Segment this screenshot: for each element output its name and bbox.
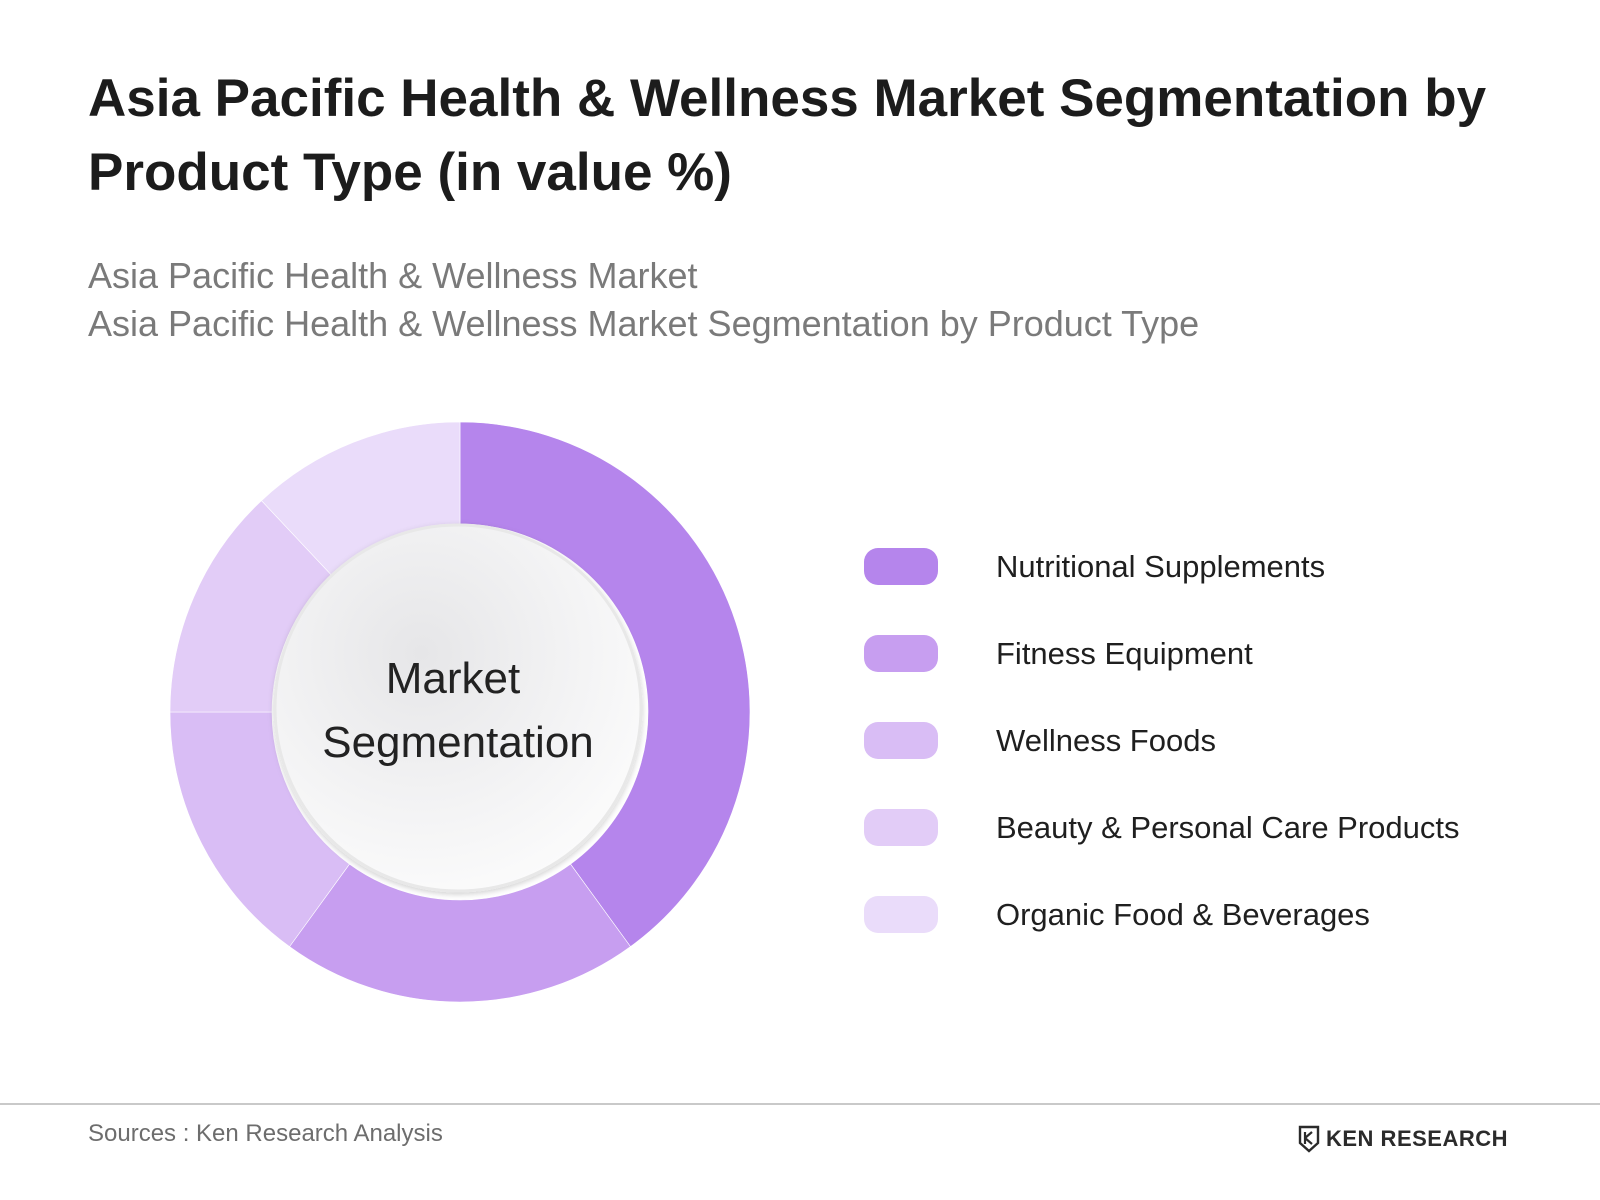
legend-swatch: [864, 809, 938, 846]
donut-slice-fitness-equipment: [289, 863, 631, 1003]
legend-label: Beauty & Personal Care Products: [996, 809, 1460, 845]
footer-divider: [0, 1103, 1600, 1105]
legend-swatch: [864, 722, 938, 759]
donut-slice-nutritional-supplements: [459, 421, 751, 948]
logo-text: KEN RESEARCH: [1326, 1126, 1509, 1151]
legend-label: Nutritional Supplements: [996, 548, 1326, 584]
center-label-line-1: Market: [386, 654, 520, 703]
page-title: Asia Pacific Health & Wellness Market Se…: [88, 69, 1487, 202]
legend-item-organic-food-beverages: Organic Food & Beverages: [864, 896, 1564, 933]
legend-label: Organic Food & Beverages: [996, 896, 1370, 932]
center-label-line-2: Segmentation: [322, 718, 594, 767]
legend-item-fitness-equipment: Fitness Equipment: [864, 635, 1564, 672]
legend-label: Fitness Equipment: [996, 635, 1253, 671]
source-note: Sources : Ken Research Analysis: [88, 1120, 443, 1147]
ken-research-logo: KEN RESEARCH: [1298, 1124, 1508, 1154]
subtitle-line-2: Asia Pacific Health & Wellness Market Se…: [88, 303, 1200, 344]
donut-chart: Market Segmentation: [169, 421, 751, 1003]
legend-item-wellness-foods: Wellness Foods: [864, 722, 1564, 759]
legend-label: Wellness Foods: [996, 722, 1216, 758]
ken-research-logo-icon: [1298, 1125, 1320, 1153]
subtitle-line-1: Asia Pacific Health & Wellness Market: [88, 255, 698, 296]
legend-item-beauty-personal-care: Beauty & Personal Care Products: [864, 809, 1564, 846]
donut-slices: [169, 421, 751, 1003]
legend-swatch: [864, 896, 938, 933]
legend-swatch: [864, 635, 938, 672]
legend-swatch: [864, 548, 938, 585]
donut-center: [273, 523, 643, 893]
chart-legend: Nutritional Supplements Fitness Equipmen…: [864, 548, 1564, 983]
legend-item-nutritional-supplements: Nutritional Supplements: [864, 548, 1564, 585]
subtitle: Asia Pacific Health & Wellness Market As…: [88, 252, 1508, 348]
